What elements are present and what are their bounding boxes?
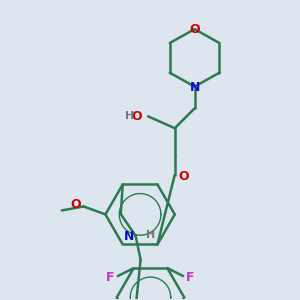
Text: H: H: [146, 230, 155, 240]
Text: O: O: [131, 110, 142, 123]
Text: N: N: [124, 230, 135, 243]
Text: F: F: [106, 271, 115, 284]
Text: O: O: [179, 170, 189, 183]
Text: N: N: [189, 81, 200, 94]
Text: O: O: [70, 198, 81, 211]
Text: O: O: [189, 22, 200, 36]
Text: F: F: [186, 271, 195, 284]
Text: H: H: [125, 111, 134, 121]
